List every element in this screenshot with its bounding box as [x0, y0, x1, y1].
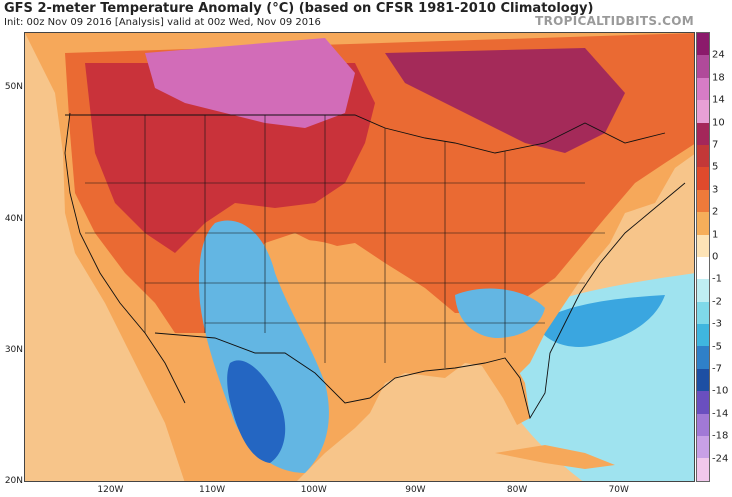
colorbar-tick-label: 7	[712, 139, 719, 151]
colorbar-tick-label: 5	[712, 161, 719, 173]
colorbar-swatch	[697, 301, 709, 325]
colorbar-swatch	[697, 391, 709, 414]
southwest-cold-anomaly	[227, 360, 286, 463]
latitude-label: 30N	[4, 344, 23, 355]
map-subtitle: Init: 00z Nov 09 2016 [Analysis] valid a…	[4, 17, 321, 28]
cuba-island	[495, 445, 615, 469]
colorbar-tick-label: 2	[712, 206, 719, 218]
us-canada-border	[65, 114, 666, 154]
map-canvas	[25, 33, 694, 481]
latitude-label: 50N	[4, 82, 23, 93]
latitude-label: 40N	[4, 213, 23, 224]
us-mexico-border	[154, 332, 371, 404]
brand-watermark: TROPICALTIDBITS.COM	[535, 14, 694, 28]
colorbar-tick-label: 1	[712, 229, 719, 241]
land-extreme-anomaly	[145, 38, 355, 128]
map-title: GFS 2-meter Temperature Anomaly (°C) (ba…	[4, 1, 594, 16]
colorbar	[696, 32, 710, 482]
longitude-label: 120W	[97, 485, 124, 495]
colorbar-tick-label: 10	[712, 117, 725, 129]
colorbar-swatch	[697, 458, 709, 481]
longitude-label: 70W	[608, 485, 629, 495]
colorbar-tick-label: 0	[712, 251, 719, 263]
colorbar-tick-label: -10	[712, 385, 729, 397]
colorbar-tick-label: 24	[712, 49, 725, 61]
colorbar-tick-label: 14	[712, 94, 725, 106]
colorbar-tick-label: -7	[712, 363, 722, 375]
colorbar-swatch	[697, 100, 709, 123]
state-borders	[85, 115, 605, 368]
florida-mild-anomaly	[480, 355, 530, 425]
gulf-coastline	[369, 182, 686, 420]
atlantic-cold-anomaly	[535, 295, 665, 347]
colorbar-swatch	[697, 413, 709, 437]
colorbar-tick-label: -1	[712, 273, 722, 285]
colorbar-swatch	[697, 77, 709, 101]
colorbar-tick-label: -2	[712, 296, 722, 308]
colorbar-tick-label: 18	[712, 72, 725, 84]
longitude-label: 90W	[405, 485, 426, 495]
colorbar-swatch	[697, 346, 709, 369]
southern-plains-mild-anomaly	[273, 239, 396, 357]
longitude-label: 80W	[506, 485, 528, 495]
colorbar-swatch	[697, 167, 709, 190]
temperature-anomaly-map	[24, 32, 695, 482]
colorbar-swatch	[697, 234, 709, 257]
colorbar-swatch	[697, 55, 709, 78]
colorbar-swatch	[697, 189, 709, 213]
pacific-warm-anomaly	[25, 33, 65, 481]
longitude-label: 110W	[199, 485, 226, 495]
southwest-cool-anomaly	[198, 220, 329, 473]
colorbar-swatch	[697, 122, 709, 145]
colorbar-tick-label: -5	[712, 341, 722, 353]
colorbar-tick-label: -24	[712, 453, 729, 465]
colorbar-swatch	[697, 256, 709, 280]
longitude-label: 100W	[300, 485, 327, 495]
colorbar-swatch	[697, 33, 709, 56]
colorbar-tick-label: -3	[712, 318, 722, 330]
colorbar-swatch	[697, 368, 709, 392]
colorbar-tick-label: 3	[712, 184, 719, 196]
colorbar-tick-label: -14	[712, 408, 729, 420]
northeast-hot-anomaly	[385, 48, 625, 153]
colorbar-swatch	[697, 212, 709, 235]
colorbar-swatch	[697, 144, 709, 168]
west-coastline	[64, 112, 186, 404]
colorbar-swatch	[697, 279, 709, 302]
colorbar-swatch	[697, 436, 709, 459]
colorbar-swatch	[697, 324, 709, 347]
southeast-cool-anomaly	[455, 288, 545, 338]
colorbar-tick-label: -18	[712, 430, 729, 442]
latitude-label: 20N	[4, 476, 23, 486]
